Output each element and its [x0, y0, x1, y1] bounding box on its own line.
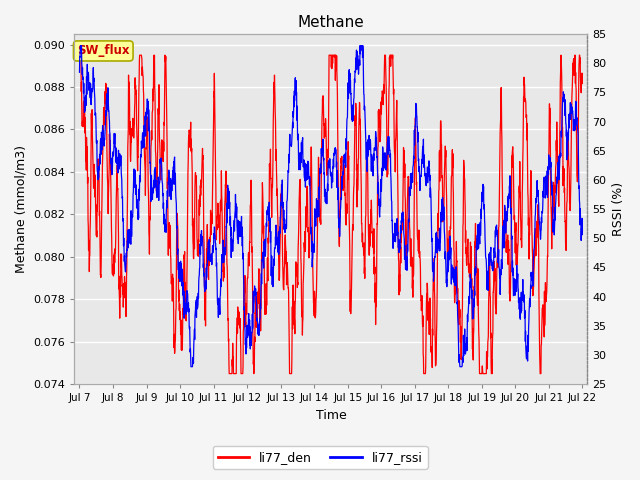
Title: Methane: Methane — [298, 15, 364, 30]
Y-axis label: Methane (mmol/m3): Methane (mmol/m3) — [15, 145, 28, 273]
X-axis label: Time: Time — [316, 409, 346, 422]
Text: SW_flux: SW_flux — [77, 45, 129, 58]
Y-axis label: RSSI (%): RSSI (%) — [612, 182, 625, 236]
Legend: li77_den, li77_rssi: li77_den, li77_rssi — [212, 446, 428, 469]
